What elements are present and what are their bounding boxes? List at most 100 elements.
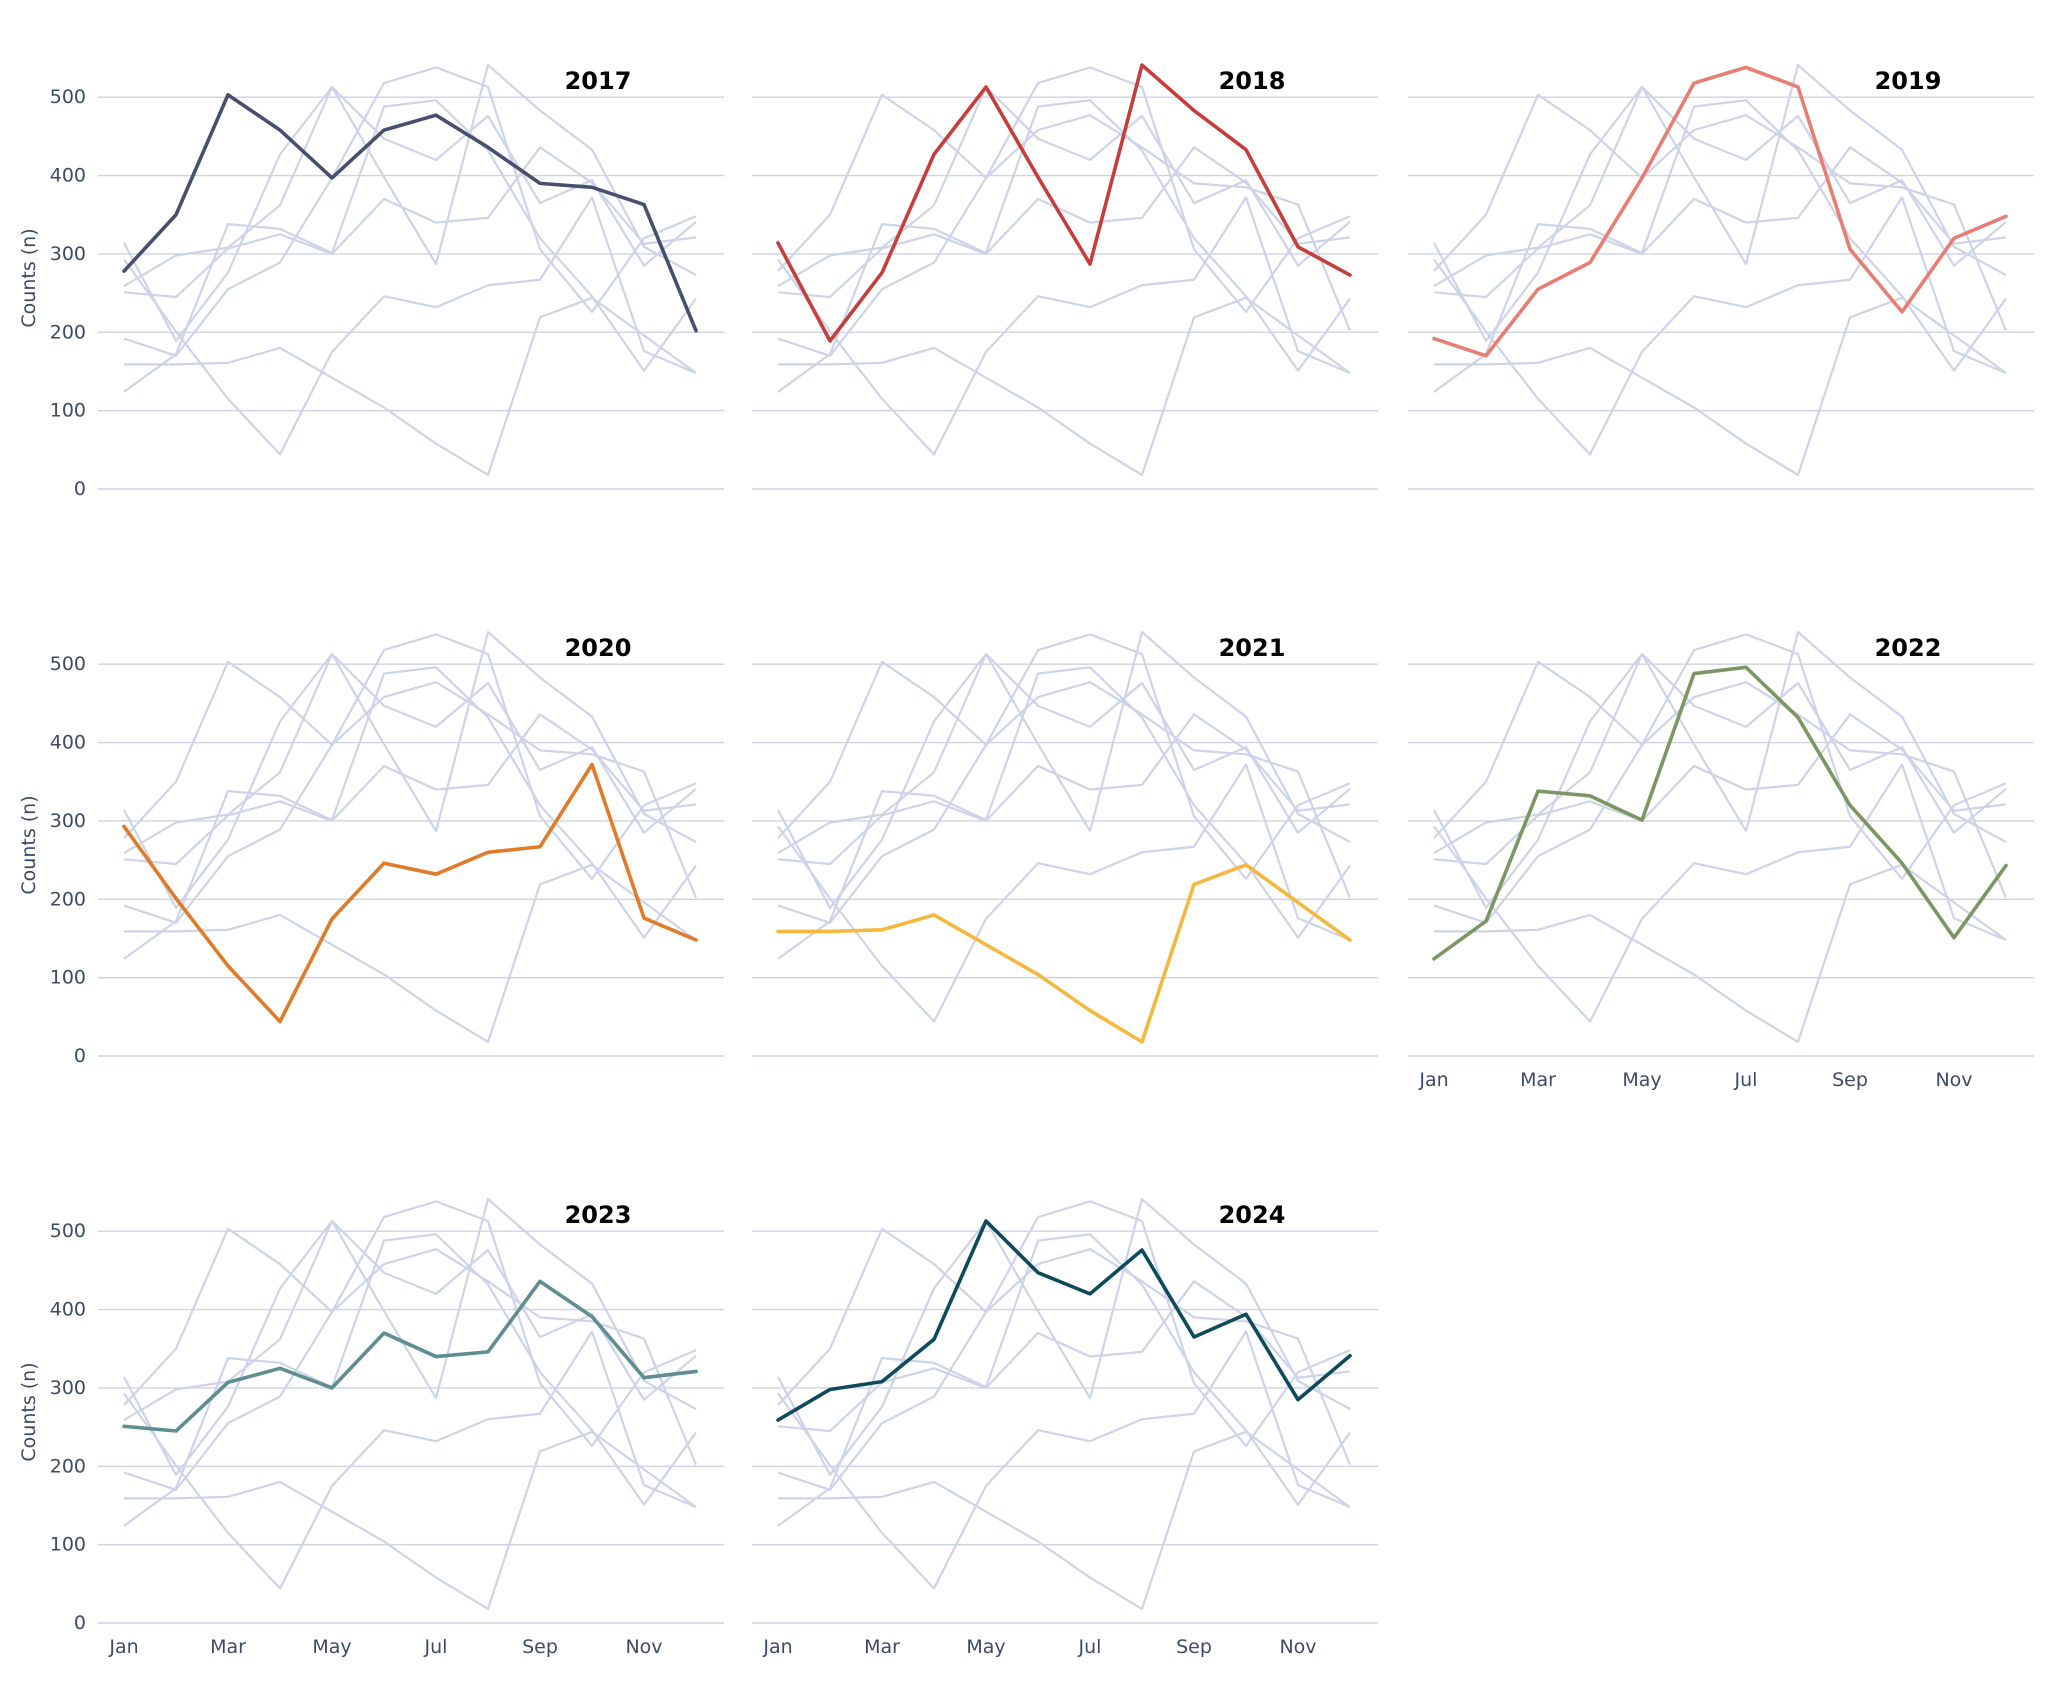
background-line-2021	[778, 296, 1351, 476]
background-line-2019	[123, 1200, 697, 1491]
background-line-2022	[777, 1233, 1351, 1527]
panel-2018: 2018	[752, 63, 1378, 490]
panel-title: 2019	[1875, 67, 1942, 95]
background-line-2019	[1433, 633, 2007, 924]
background-line-2024	[123, 652, 697, 854]
y-tick-label: 0	[74, 1045, 86, 1067]
y-tick-label: 100	[50, 400, 86, 422]
x-tick-label: Nov	[625, 1636, 662, 1658]
x-tick-label: May	[966, 1636, 1005, 1658]
background-line-2020	[123, 196, 697, 456]
background-line-2018	[777, 630, 1351, 909]
background-line-2017	[1433, 660, 2008, 899]
background-line-2020	[777, 1330, 1351, 1590]
background-line-2020	[1433, 763, 2007, 1023]
y-tick-label: 300	[50, 243, 86, 265]
background-line-2022	[123, 1233, 697, 1527]
background-line-2017	[777, 660, 1352, 899]
y-tick-label: 300	[50, 810, 86, 832]
background-line-2021	[778, 1430, 1351, 1610]
background-line-2021	[1434, 863, 2007, 1043]
series-line-2017	[122, 93, 698, 333]
background-line-2019	[777, 1200, 1351, 1491]
series-line-2022	[1432, 665, 2008, 961]
series-line-2021	[776, 862, 1352, 1044]
panel-title: 2022	[1875, 634, 1942, 662]
series-line-2024	[776, 1219, 1352, 1422]
background-line-2017	[1433, 93, 2008, 332]
x-tick-label: May	[1622, 1069, 1661, 1091]
y-tick-label: 400	[50, 1299, 86, 1321]
background-line-2021	[124, 1430, 697, 1610]
y-tick-label: 500	[50, 86, 86, 108]
y-tick-label: 100	[50, 967, 86, 989]
background-line-2018	[1433, 63, 2007, 342]
background-line-2020	[123, 1330, 697, 1590]
x-tick-label: May	[312, 1636, 351, 1658]
x-tick-label: Jul	[1078, 1636, 1102, 1658]
y-axis-label: Counts (n)	[18, 795, 40, 894]
background-line-2017	[777, 1227, 1352, 1466]
x-tick-label: Jul	[1734, 1069, 1758, 1091]
panel-2021: 2021	[752, 630, 1378, 1057]
background-line-2024	[123, 1219, 697, 1421]
y-tick-label: 500	[50, 1220, 86, 1242]
panel-2020: 0 100 200 300 400 500 Counts (n) 2020	[18, 630, 724, 1067]
series-line-2020	[122, 762, 698, 1024]
x-tick-label: Jan	[762, 1636, 792, 1658]
y-tick-label: 400	[50, 165, 86, 187]
background-line-2020	[1433, 196, 2007, 456]
y-tick-label: 200	[50, 1455, 86, 1477]
background-line-2024	[1433, 85, 2007, 287]
background-line-2017	[123, 660, 698, 899]
background-line-2021	[124, 863, 697, 1043]
background-line-2020	[777, 196, 1351, 456]
panel-2019: 2019	[1408, 63, 2034, 490]
panel-2022: 2022 Jan Mar May Jul Sep Nov	[1408, 630, 2034, 1091]
y-tick-label: 100	[50, 1534, 86, 1556]
background-line-2022	[123, 666, 697, 960]
background-line-2024	[1433, 652, 2007, 854]
background-line-2022	[1433, 99, 2007, 393]
background-line-2024	[777, 85, 1351, 287]
background-line-2019	[123, 633, 697, 924]
background-line-2019	[777, 66, 1351, 357]
x-tick-label: Mar	[1520, 1069, 1556, 1091]
y-axis-label: Counts (n)	[18, 1362, 40, 1461]
panel-title: 2021	[1219, 634, 1286, 662]
panel-2023: 0 100 200 300 400 500 Counts (n) 2023 Jan Mar May J…	[18, 1197, 724, 1658]
panel-title: 2024	[1219, 1201, 1286, 1229]
panel-title: 2018	[1219, 67, 1286, 95]
x-tick-label: Jan	[1418, 1069, 1448, 1091]
background-line-2019	[777, 633, 1351, 924]
x-tick-label: Mar	[210, 1636, 246, 1658]
series-line-2018	[776, 63, 1352, 343]
background-line-2022	[777, 666, 1351, 960]
background-line-2021	[1434, 296, 2007, 476]
x-tick-label: Sep	[1832, 1069, 1868, 1091]
x-tick-label: Sep	[1176, 1636, 1212, 1658]
background-line-2019	[123, 66, 697, 357]
background-line-2017	[777, 93, 1352, 332]
y-tick-label: 300	[50, 1377, 86, 1399]
background-line-2018	[123, 1197, 697, 1476]
x-tick-label: Sep	[522, 1636, 558, 1658]
background-line-2021	[124, 296, 697, 476]
background-line-2022	[777, 99, 1351, 393]
background-line-2022	[123, 99, 697, 393]
x-tick-label: Jan	[108, 1636, 138, 1658]
y-tick-label: 200	[50, 888, 86, 910]
background-line-2018	[123, 63, 697, 342]
y-axis-label: Counts (n)	[18, 228, 40, 327]
background-line-2018	[777, 1197, 1351, 1476]
y-tick-label: 0	[74, 478, 86, 500]
x-tick-label: Jul	[424, 1636, 448, 1658]
y-tick-label: 500	[50, 653, 86, 675]
background-line-2020	[777, 763, 1351, 1023]
panel-title: 2023	[565, 1201, 632, 1229]
x-tick-label: Nov	[1935, 1069, 1972, 1091]
series-line-2023	[122, 1279, 698, 1433]
background-line-2024	[123, 85, 697, 287]
y-tick-label: 0	[74, 1612, 86, 1634]
